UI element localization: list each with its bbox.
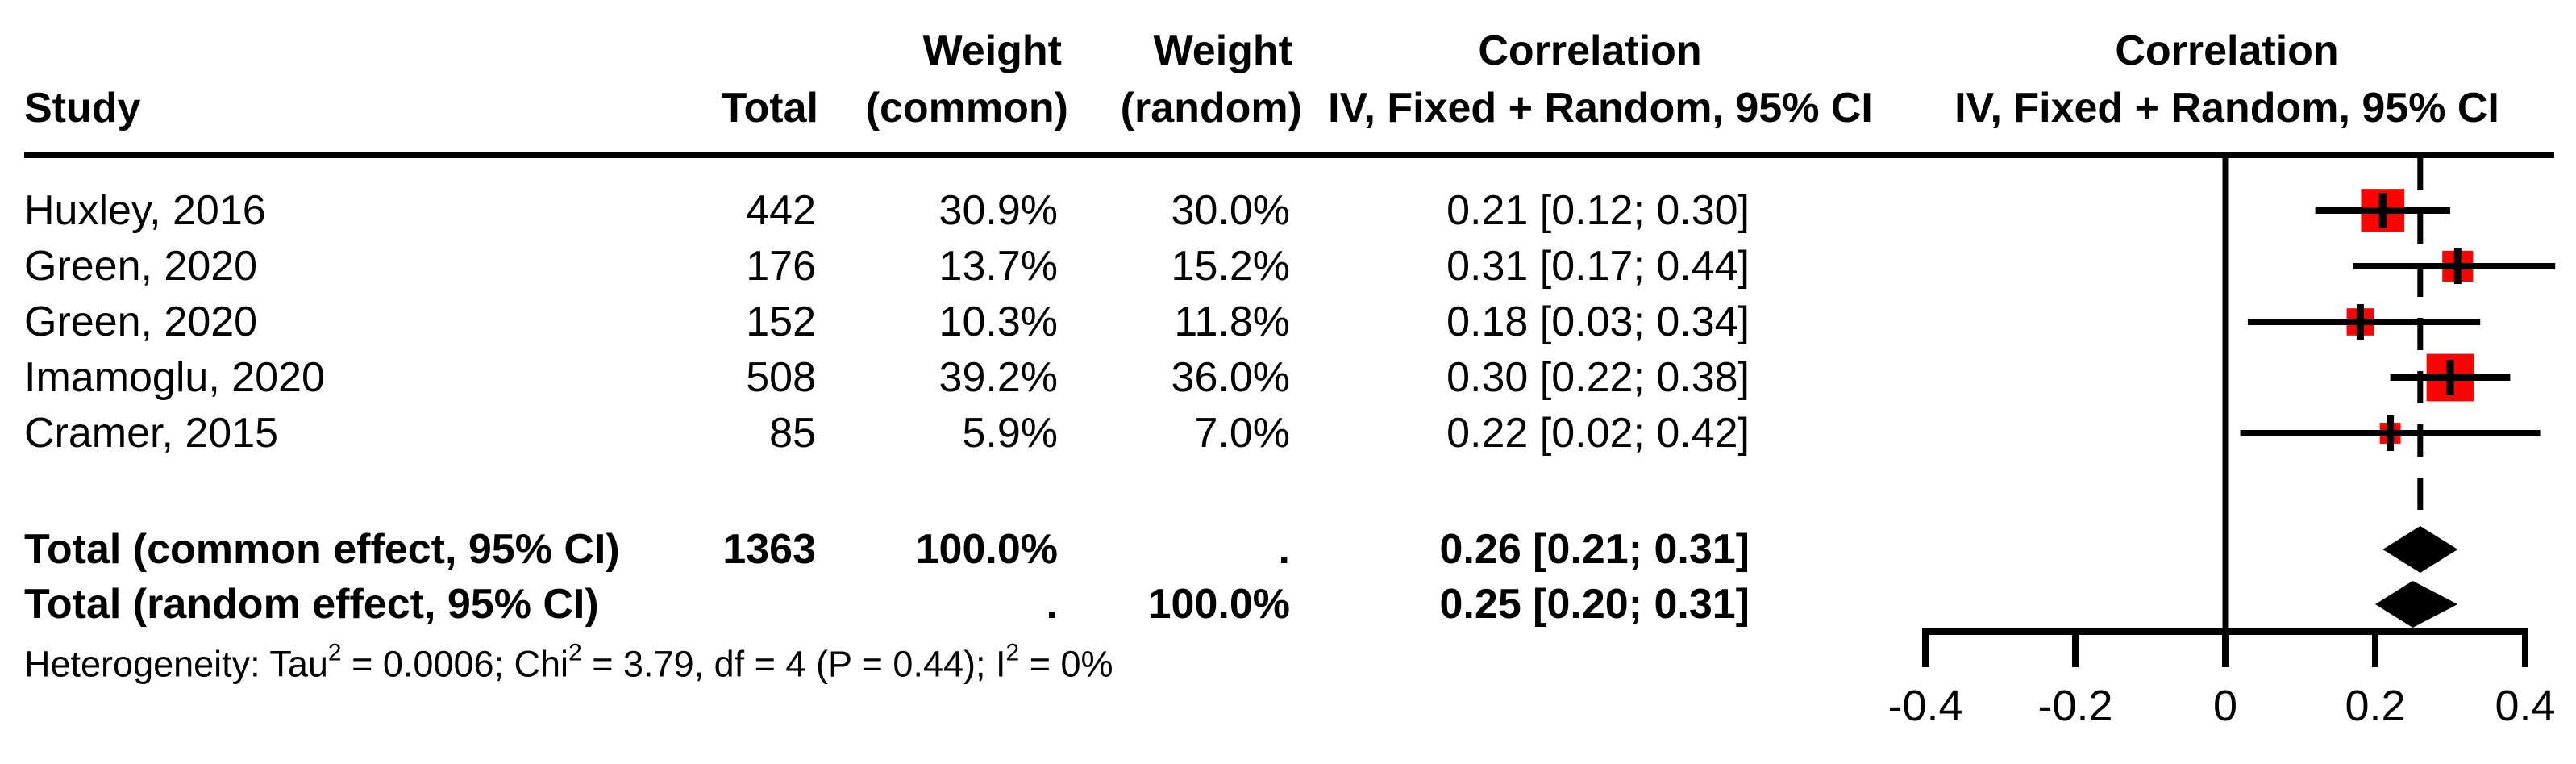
study-total: 442 [746,187,816,234]
heterogeneity-text: = 0.0006; Chi [341,643,569,685]
total-weight-random: 100.0% [1147,581,1290,628]
total-weight-random: . [1278,526,1290,573]
heterogeneity-superscript: 2 [327,639,342,666]
study-weight-random: 15.2% [1171,243,1290,290]
study-ci-label: 0.31 [0.17; 0.44] [1446,243,1750,290]
x-axis-tick-label: 0 [2213,682,2237,730]
study-weight-random: 7.0% [1194,410,1290,457]
x-axis-tick-label: -0.4 [1887,682,1962,730]
study-weight-random: 11.8% [1174,299,1290,345]
heterogeneity-note: Heterogeneity: Tau2 = 0.0006; Chi2 = 3.7… [24,641,1113,685]
study-name: Green, 2020 [24,299,258,345]
study-name: Huxley, 2016 [24,187,266,234]
header-divider [24,152,2554,158]
col-header-weight-common-line1: Weight [922,27,1062,74]
pooled-diamond [2375,581,2458,628]
study-ci-label: 0.22 [0.02; 0.42] [1446,410,1750,457]
total-row-label: Total (random effect, 95% CI) [24,581,599,628]
study-weight-random: 36.0% [1171,354,1290,401]
col-header-study: Study [24,85,141,132]
study-weight-common: 30.9% [938,187,1058,234]
study-weight-common: 39.2% [938,354,1058,401]
study-name: Green, 2020 [24,243,258,290]
x-axis-tick-label: 0.2 [2345,682,2405,730]
heterogeneity-text: = 3.79, df = 4 (P = 0.44); I [581,643,1006,685]
study-name: Imamoglu, 2020 [24,354,325,401]
col-header-ci-method: IV, Fixed + Random, 95% CI [1328,85,1873,132]
total-ci-label: 0.25 [0.20; 0.31] [1439,581,1750,628]
study-ci-label: 0.18 [0.03; 0.34] [1446,299,1750,345]
total-ci-label: 0.26 [0.21; 0.31] [1439,526,1750,573]
study-weight-random: 30.0% [1171,187,1290,234]
x-axis-tick-label: -0.2 [2037,682,2112,730]
col-header-weight-common-line2: (common) [865,85,1068,132]
col-header-correlation: Correlation [1478,27,1702,74]
study-weight-common: 5.9% [962,410,1058,457]
study-ci-label: 0.30 [0.22; 0.38] [1446,354,1750,401]
total-row-total: 1363 [722,526,816,573]
heterogeneity-superscript: 2 [1005,639,1020,666]
heterogeneity-text: = 0% [1019,643,1113,685]
total-weight-common: 100.0% [915,526,1058,573]
study-total: 508 [746,354,816,401]
col-header-weight-random-line2: (random) [1120,85,1302,132]
study-total: 176 [746,243,816,290]
heterogeneity-text: Heterogeneity: Tau [24,643,328,685]
study-total: 152 [746,299,816,345]
study-ci-label: 0.21 [0.12; 0.30] [1446,187,1750,234]
plot-header-correlation: Correlation [2115,27,2339,74]
study-total: 85 [769,410,816,457]
study-weight-common: 10.3% [938,299,1058,345]
x-axis-tick-label: 0.4 [2495,682,2555,730]
study-weight-common: 13.7% [938,243,1058,290]
plot-header-ci-method: IV, Fixed + Random, 95% CI [1954,85,2499,132]
col-header-weight-random-line1: Weight [1153,27,1292,74]
heterogeneity-superscript: 2 [568,639,582,666]
col-header-total: Total [721,85,818,132]
study-name: Cramer, 2015 [24,410,279,457]
total-weight-common: . [1046,581,1058,628]
total-row-label: Total (common effect, 95% CI) [24,526,620,573]
pooled-diamond [2382,526,2458,573]
